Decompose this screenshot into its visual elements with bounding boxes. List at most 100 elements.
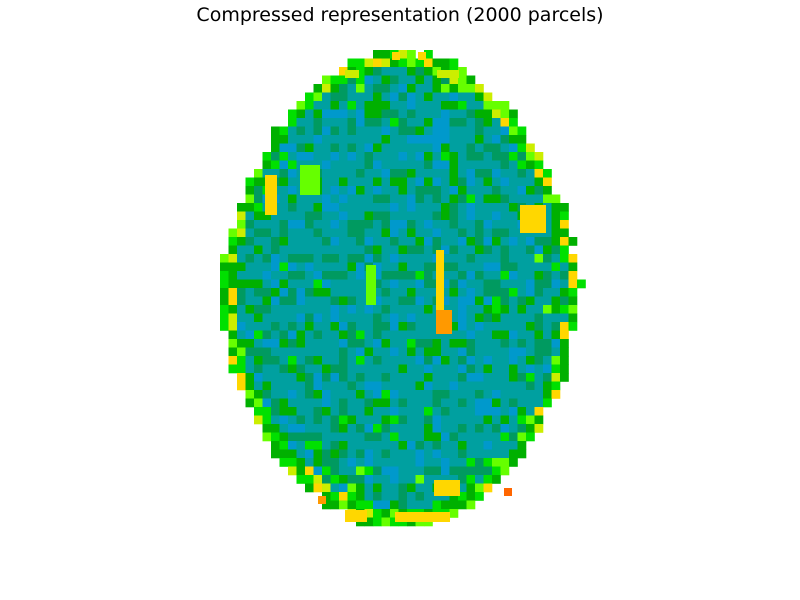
parcel-cell [407, 143, 416, 153]
parcel-cell [322, 211, 331, 221]
parcel-cell [483, 373, 493, 382]
parcel-cell [390, 347, 399, 357]
parcel-cell [466, 441, 476, 450]
parcel-cell [517, 390, 527, 399]
parcel-cell [322, 186, 331, 195]
parcel-cell [432, 160, 442, 170]
parcel-cell [262, 373, 272, 382]
parcel-cell [305, 432, 314, 442]
parcel-cell [441, 432, 450, 442]
parcel-cell [373, 271, 382, 280]
parcel-cell [432, 126, 442, 136]
parcel-cell [237, 279, 246, 289]
parcel-cell [279, 288, 289, 297]
parcel-cell [313, 330, 323, 340]
parcel-cell [381, 492, 391, 501]
parcel-cell [534, 390, 544, 399]
parcel-cell [305, 237, 314, 246]
parcel-cell [449, 101, 459, 110]
parcel-cell [330, 296, 340, 306]
parcel-cell [432, 109, 442, 119]
parcel-cell [347, 152, 357, 161]
parcel-cell [330, 330, 340, 340]
parcel-cell [322, 101, 331, 110]
parcel-cell [322, 339, 331, 348]
parcel-cell [500, 262, 510, 272]
parcel-cell [288, 160, 297, 170]
parcel-cell [398, 245, 408, 255]
parcel-cell [279, 152, 289, 161]
parcel-cell [441, 118, 450, 127]
parcel-cell [551, 322, 561, 331]
parcel-cell [534, 237, 544, 246]
parcel-cell [288, 186, 297, 195]
parcel-cell [262, 288, 272, 297]
parcel-cell [381, 500, 391, 510]
parcel-cell [228, 347, 238, 357]
parcel-cell [339, 390, 348, 399]
parcel-cell [356, 177, 365, 187]
parcel-cell [237, 271, 246, 280]
parcel-cell [322, 475, 331, 484]
parcel-cell [356, 126, 365, 136]
parcel-cell [509, 407, 518, 416]
parcel-cell [390, 305, 399, 314]
parcel-cell [313, 373, 323, 382]
parcel-cell [356, 390, 365, 399]
parcel-cell [449, 109, 459, 119]
parcel-cell [237, 330, 246, 340]
parcel-cell [347, 126, 357, 136]
parcel-cell [288, 339, 297, 348]
parcel-cell [526, 322, 535, 331]
parcel-cell [254, 415, 263, 425]
parcel-cell [492, 101, 501, 110]
parcel-hotspot [300, 165, 320, 195]
parcel-cell [347, 169, 357, 178]
parcel-cell [330, 500, 340, 510]
parcel-cell [568, 322, 578, 331]
parcel-cell [262, 254, 272, 263]
parcel-cell [534, 339, 544, 348]
parcel-cell [424, 50, 433, 59]
parcel-cell [500, 177, 510, 187]
parcel-cell [330, 373, 340, 382]
parcel-cell [475, 118, 484, 127]
parcel-cell [441, 84, 450, 93]
parcel-cell [466, 254, 476, 263]
parcel-cell [458, 237, 467, 246]
parcel-cell [339, 160, 348, 170]
parcel-cell [543, 237, 552, 246]
parcel-cell [305, 126, 314, 136]
parcel-cell [432, 203, 442, 212]
parcel-cell [398, 407, 408, 416]
parcel-cell [228, 271, 238, 280]
parcel-cell [313, 407, 323, 416]
parcel-cell [322, 415, 331, 425]
parcel-cell [381, 296, 391, 306]
parcel-cell [466, 203, 476, 212]
parcel-cell [407, 84, 416, 93]
parcel-cell [381, 339, 391, 348]
parcel-cell [492, 228, 501, 238]
parcel-cell [407, 75, 416, 85]
parcel-cell [500, 432, 510, 442]
parcel-cell [492, 313, 501, 323]
parcel-cell [483, 194, 493, 204]
parcel-cell [296, 449, 306, 459]
parcel-cell [381, 373, 391, 382]
parcel-cell [322, 458, 331, 467]
parcel-cell [432, 177, 442, 187]
parcel-cell [390, 415, 399, 425]
parcel-cell [381, 254, 391, 263]
parcel-cell [449, 305, 459, 314]
parcel-cell [466, 500, 476, 510]
parcel-cell [475, 101, 484, 110]
parcel-cell [534, 330, 544, 340]
parcel-cell [560, 262, 569, 272]
parcel-cell [534, 398, 544, 408]
parcel-hotspot [366, 265, 376, 305]
parcel-cell [288, 424, 297, 433]
parcel-cell [390, 245, 399, 255]
parcel-cell [339, 296, 348, 306]
parcel-cell [339, 441, 348, 450]
